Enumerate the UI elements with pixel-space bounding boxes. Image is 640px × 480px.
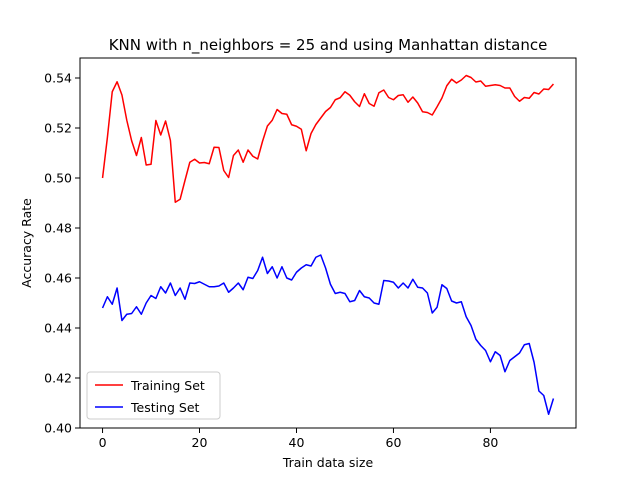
x-axis: 0 20 40 60 80	[99, 428, 498, 450]
y-tick-label: 0.54	[44, 71, 72, 86]
series-line-training-set	[101, 74, 555, 203]
x-tick-label: 20	[192, 435, 208, 450]
y-tick-label: 0.52	[44, 121, 72, 136]
y-tick-label: 0.40	[44, 421, 72, 436]
legend-label-testing: Testing Set	[130, 400, 200, 415]
chart-title: KNN with n_neighbors = 25 and using Manh…	[109, 36, 548, 55]
x-tick-label: 60	[386, 435, 402, 450]
y-tick-label: 0.42	[44, 371, 72, 386]
y-tick-label: 0.44	[44, 321, 72, 336]
legend: Training Set Testing Set	[86, 371, 221, 420]
series-layer	[101, 74, 555, 415]
y-tick-label: 0.48	[44, 221, 72, 236]
y-axis-label: Accuracy Rate	[19, 198, 34, 288]
y-tick-label: 0.46	[44, 271, 72, 286]
series-line-testing-set	[101, 254, 555, 415]
x-axis-label: Train data size	[282, 455, 374, 470]
legend-label-training: Training Set	[130, 378, 205, 393]
y-tick-label: 0.50	[44, 171, 72, 186]
x-tick-label: 80	[482, 435, 498, 450]
x-tick-label: 0	[99, 435, 107, 450]
plot-frame	[79, 57, 577, 429]
x-tick-label: 40	[289, 435, 305, 450]
y-axis: 0.40 0.42 0.44 0.46 0.48 0.50 0.52 0.54	[44, 71, 80, 436]
